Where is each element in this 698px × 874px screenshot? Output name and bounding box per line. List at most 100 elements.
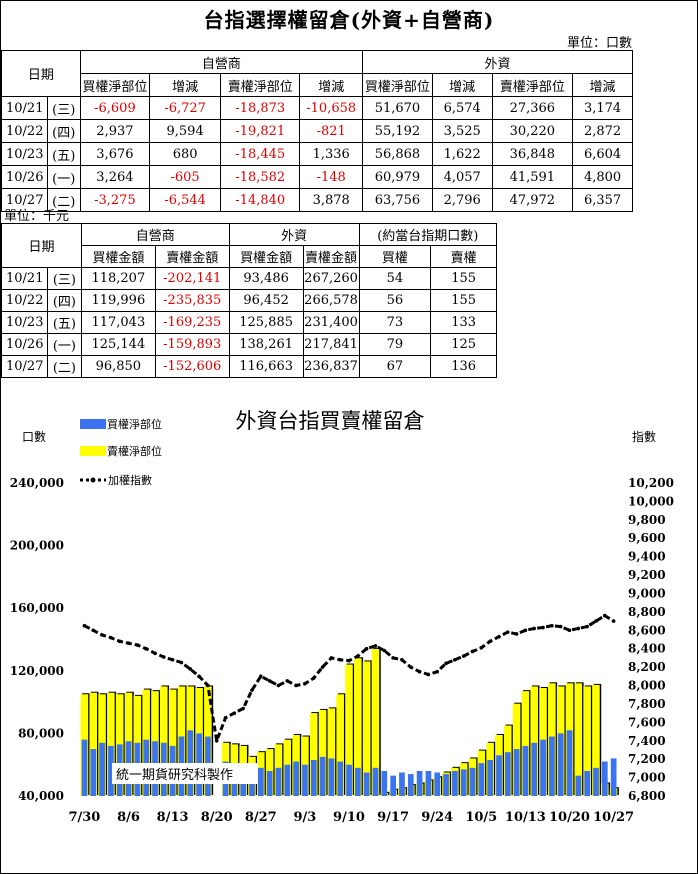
call-bar [478, 763, 485, 796]
index-point [320, 665, 325, 669]
index-point [444, 661, 448, 666]
legend-call-swatch [80, 419, 106, 429]
call-bar [531, 742, 538, 796]
column-header: 增減 [149, 73, 222, 97]
table-cell: 125,144 [80, 333, 156, 356]
call-bar [575, 775, 582, 796]
x-tick-label: 10/20 [549, 810, 590, 825]
page-title: 台指選擇權留倉(外資+自營商) [203, 8, 495, 32]
call-bar [407, 774, 414, 796]
table-cell: 155 [430, 267, 497, 290]
index-point [161, 655, 166, 659]
column-header: 買權淨部位 [79, 73, 151, 97]
table-row: 10/22 (四) 2,937 9,594 -19,821 -821 55,192 3,525… [1, 119, 633, 143]
row-weekday: (一) [46, 165, 81, 189]
x-tick-label: 8/20 [201, 810, 233, 825]
row-weekday: (三) [46, 96, 81, 120]
index-point [285, 679, 290, 683]
table-cell: 2,937 [79, 119, 151, 143]
table-cell: 119,996 [80, 289, 156, 312]
index-point [135, 643, 140, 647]
index-point [82, 623, 87, 628]
table-cell: 1,336 [299, 142, 364, 166]
y-left-tick-label: 200,000 [10, 539, 64, 553]
table-row: 10/23 (五) 3,676 680 -18,445 1,336 56,868 1,622 3… [1, 142, 633, 166]
table-cell: 4,057 [431, 165, 493, 189]
index-point [408, 665, 413, 669]
put-bar [89, 692, 98, 796]
row-date: 10/21 [1, 96, 48, 120]
group-header-futures-equiv: (約當台指期口數) [358, 223, 498, 246]
column-header: 賣權金額 [154, 245, 230, 268]
index-point [541, 625, 545, 630]
index-point [197, 674, 201, 679]
row-date: 10/27 [1, 188, 48, 212]
table-cell: 2,872 [572, 119, 633, 143]
y-right-tick-label: 7,400 [628, 734, 666, 748]
table-cell: 56 [358, 289, 432, 312]
index-point [294, 683, 298, 688]
row-date: 10/27 [1, 355, 48, 378]
date-header: 日期 [1, 223, 82, 268]
table-cell: -148 [299, 165, 364, 189]
put-bar [371, 648, 380, 796]
index-point [505, 630, 510, 634]
group-header-dealer: 自營商 [79, 50, 364, 74]
put-bar [574, 683, 583, 796]
table-cell: 6,357 [572, 188, 633, 212]
call-bar [399, 772, 405, 796]
table-cell: 3,264 [79, 165, 151, 189]
index-point [585, 624, 589, 629]
put-bar [583, 686, 591, 796]
group-header-dealer: 自營商 [80, 223, 230, 246]
table-cell: 27,366 [491, 96, 574, 120]
y-right-tick-label: 9,800 [628, 513, 666, 527]
table-cell: 1,622 [431, 142, 493, 166]
row-weekday: (二) [46, 355, 82, 378]
put-bar [362, 661, 371, 796]
table-cell: 680 [149, 142, 222, 166]
table-cell: 4,800 [572, 165, 633, 189]
y-right-tick-label: 8,400 [628, 642, 666, 656]
y-right-tick-label: 10,200 [628, 476, 674, 490]
call-bar [557, 733, 564, 796]
y-right-tick-label: 7,800 [628, 697, 666, 711]
put-bar [318, 709, 327, 796]
table-cell: 36,848 [491, 142, 574, 166]
row-date: 10/23 [1, 142, 48, 166]
legend-index-marker [90, 477, 96, 483]
table-cell: 96,850 [80, 355, 156, 378]
call-bar [452, 770, 458, 796]
index-point [126, 641, 131, 645]
index-point [356, 654, 360, 658]
index-point [91, 628, 96, 633]
table-cell: 30,220 [491, 119, 574, 143]
y-right-tick-label: 7,000 [628, 771, 666, 785]
table-cell: 54 [358, 267, 432, 290]
table-cell: 9,594 [149, 119, 222, 143]
index-point [382, 648, 387, 653]
index-point [373, 644, 378, 648]
row-date: 10/22 [1, 289, 48, 312]
y-right-tick-label: 7,600 [628, 715, 666, 729]
table-cell: 3,676 [79, 142, 151, 166]
table-cell: 51,670 [362, 96, 433, 120]
amounts-table: 日期 自營商 外資 (約當台指期口數) 買權金額 賣權金額 買權金額 賣權金額 買權 賣權… [1, 223, 498, 378]
table-cell: 41,591 [491, 165, 574, 189]
index-point [232, 711, 237, 715]
index-point [400, 657, 404, 662]
put-bar [345, 664, 353, 796]
table-cell: -202,141 [154, 267, 230, 290]
legend-put-swatch [80, 446, 106, 456]
index-point [497, 634, 501, 639]
legend-call-label: 買權淨部位 [107, 417, 162, 431]
put-bar [159, 686, 168, 796]
row-date: 10/23 [1, 311, 48, 334]
y-left-tick-label: 160,000 [10, 601, 64, 615]
watermark: 統一期貨研究科製作 [112, 763, 258, 784]
y-right-tick-label: 8,000 [628, 679, 666, 693]
call-bar [258, 767, 264, 796]
index-point [391, 656, 395, 660]
put-bar [592, 684, 600, 796]
table-cell: -18,873 [220, 96, 301, 120]
